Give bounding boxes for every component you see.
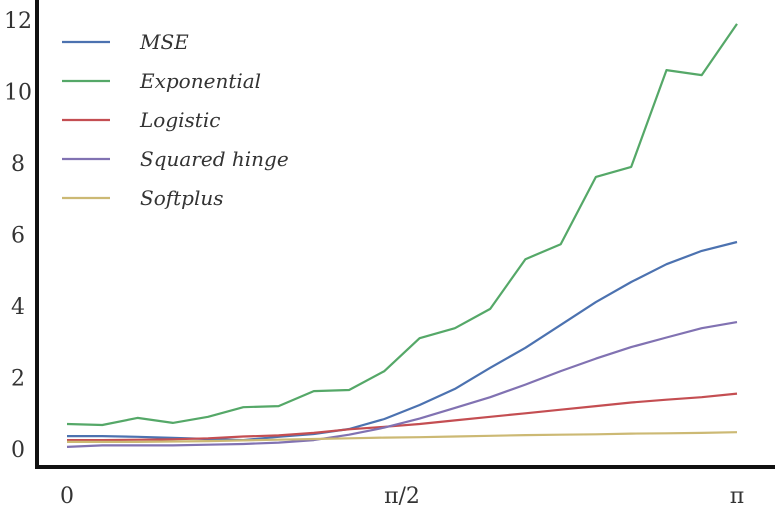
y-tick-label: 6 bbox=[11, 224, 25, 249]
series-line-logistic bbox=[67, 392, 738, 442]
legend-label: MSE bbox=[139, 30, 189, 54]
x-tick-labels: 0 π/2 π bbox=[60, 484, 744, 509]
legend-label: Softplus bbox=[140, 186, 224, 210]
y-tick-label: 8 bbox=[11, 152, 25, 177]
series-line-mse bbox=[67, 240, 738, 442]
y-tick-label: 2 bbox=[11, 367, 25, 392]
x-tick-label-0: 0 bbox=[60, 484, 74, 509]
series-lines bbox=[66, 23, 738, 448]
y-tick-label: 10 bbox=[4, 81, 32, 106]
y-tick-label: 0 bbox=[11, 438, 25, 463]
y-tick-labels: 0 2 4 6 8 10 12 bbox=[4, 9, 32, 463]
y-tick-label: 4 bbox=[11, 295, 25, 320]
series-line-exponential bbox=[66, 23, 738, 427]
x-tick-label-pi-over-2: π/2 bbox=[384, 484, 420, 509]
x-tick-label-pi: π bbox=[730, 484, 744, 509]
series-line-squared-hinge bbox=[66, 321, 738, 448]
y-tick-label: 12 bbox=[4, 9, 32, 34]
legend-label: Squared hinge bbox=[140, 147, 289, 171]
legend-label: Exponential bbox=[139, 69, 261, 93]
series-line-softplus bbox=[67, 431, 738, 443]
legend-label: Logistic bbox=[139, 108, 220, 132]
legend: MSE Exponential Logistic Squared hinge Softp… bbox=[62, 30, 289, 210]
